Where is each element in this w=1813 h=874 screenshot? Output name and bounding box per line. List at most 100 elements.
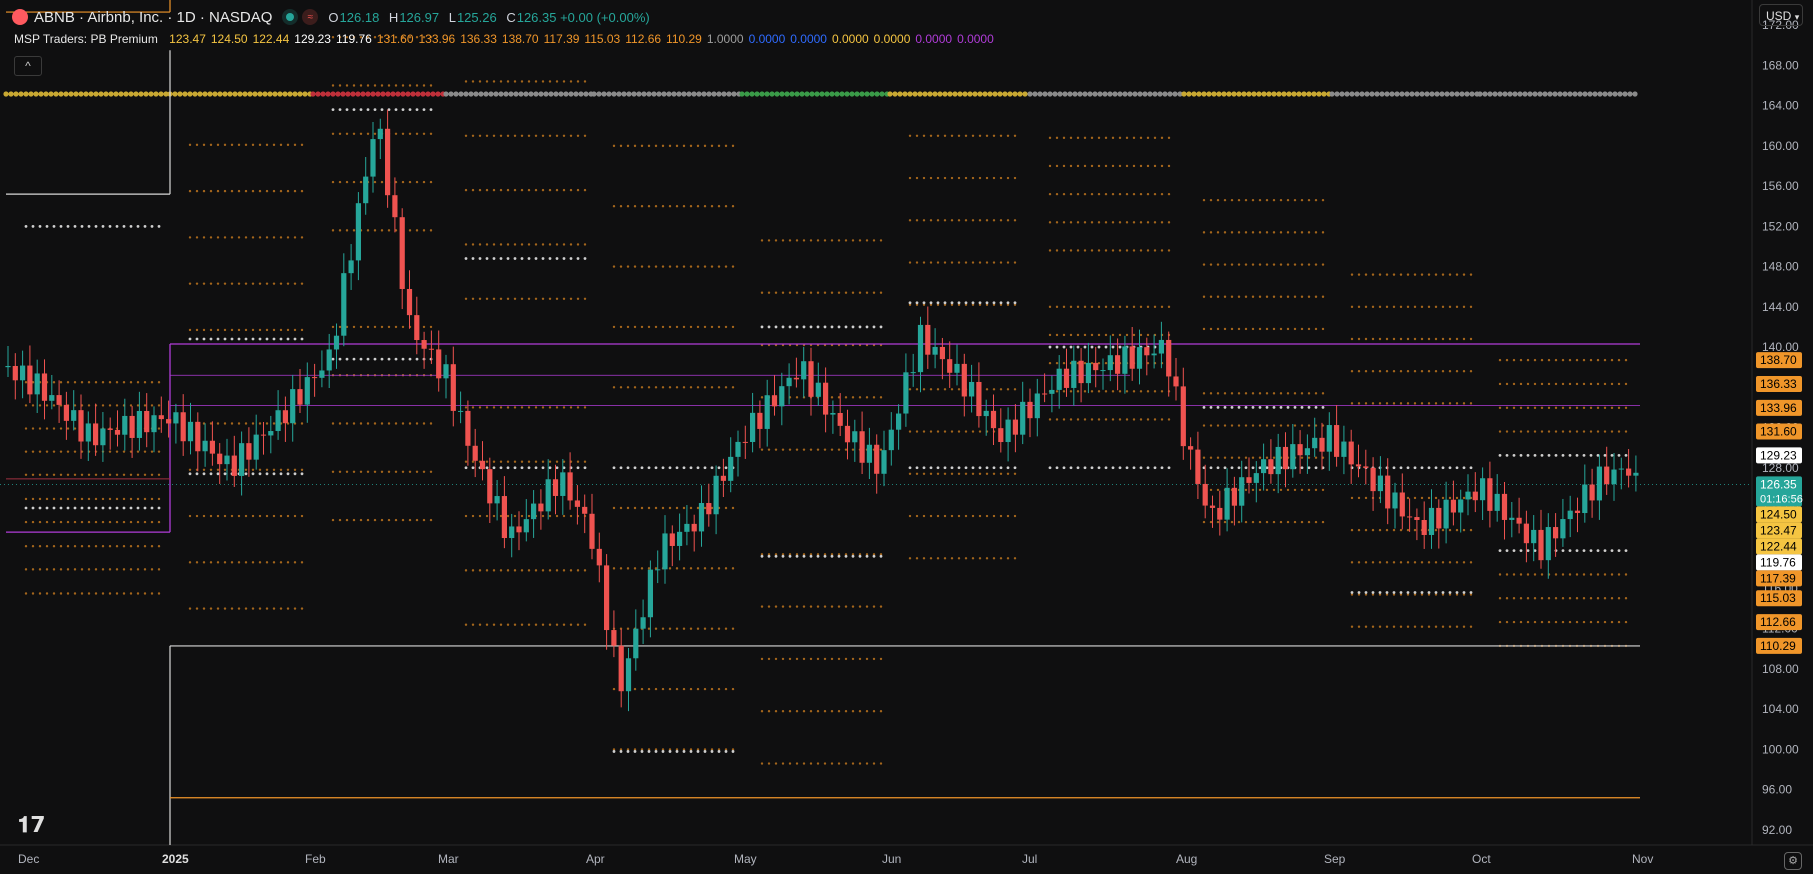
white-level-dot bbox=[943, 301, 947, 305]
collapse-legend-button[interactable]: ^ bbox=[14, 56, 42, 76]
currency-select[interactable]: USD ▾ bbox=[1759, 4, 1803, 26]
support-level-dot bbox=[415, 518, 419, 522]
resistance-level-dot bbox=[1469, 369, 1473, 373]
white-level-dot bbox=[188, 337, 192, 341]
support-level-dot bbox=[520, 460, 524, 463]
bias-dot bbox=[1177, 91, 1183, 97]
bias-dot bbox=[1196, 91, 1202, 97]
resistance-level-dot bbox=[1076, 249, 1080, 252]
bias-dot bbox=[596, 91, 602, 97]
candle-body bbox=[304, 377, 310, 405]
resistance-level-dot bbox=[1202, 263, 1206, 266]
white-level-dot bbox=[1582, 453, 1586, 457]
white-level-dot bbox=[985, 301, 989, 305]
resistance-level-dot bbox=[1350, 402, 1354, 405]
resistance-level-dot bbox=[1434, 273, 1438, 276]
resistance-level-dot bbox=[73, 427, 77, 430]
candle-body bbox=[1596, 466, 1602, 501]
support-level-dot bbox=[1230, 456, 1234, 459]
resistance-level-dot bbox=[1265, 198, 1269, 202]
resistance-level-dot bbox=[1090, 221, 1094, 224]
support-level-dot bbox=[1258, 488, 1262, 492]
white-level-dot bbox=[394, 357, 398, 361]
support-level-dot bbox=[251, 561, 255, 564]
indicator-legend[interactable]: MSP Traders: PB Premium 123.47 124.50 122.… bbox=[14, 32, 999, 46]
support-level-dot bbox=[1533, 620, 1537, 624]
white-level-dot bbox=[80, 224, 84, 228]
support-level-dot bbox=[380, 518, 384, 522]
support-level-dot bbox=[1519, 620, 1523, 624]
white-level-dot bbox=[971, 301, 975, 305]
support-level-dot bbox=[1596, 597, 1600, 600]
bias-dot bbox=[113, 91, 119, 97]
ohlc-high: 126.97 bbox=[399, 9, 440, 25]
resistance-level-dot bbox=[1505, 430, 1509, 433]
candle-body bbox=[698, 503, 705, 532]
support-level-dot bbox=[675, 748, 679, 751]
support-level-dot bbox=[964, 557, 968, 560]
resistance-level-dot bbox=[1399, 273, 1403, 276]
white-level-dot bbox=[272, 337, 276, 341]
support-level-dot bbox=[1062, 418, 1066, 421]
resistance-level-dot bbox=[943, 303, 947, 307]
bias-dot bbox=[232, 91, 238, 97]
white-level-dot bbox=[485, 466, 489, 470]
white-level-dot bbox=[1399, 591, 1403, 594]
resistance-level-dot bbox=[1420, 402, 1424, 405]
resistance-level-dot bbox=[499, 297, 503, 300]
resistance-level-dot bbox=[922, 134, 926, 138]
resistance-level-dot bbox=[272, 282, 276, 285]
resistance-level-dot bbox=[1104, 136, 1108, 140]
bias-dot bbox=[78, 91, 84, 97]
bias-dot bbox=[879, 91, 885, 97]
support-level-dot bbox=[661, 506, 665, 510]
bias-dot bbox=[1296, 91, 1302, 97]
white-level-dot bbox=[1251, 466, 1255, 470]
resistance-level-dot bbox=[569, 243, 573, 246]
candle-body bbox=[1414, 517, 1420, 520]
resistance-level-dot bbox=[1111, 249, 1115, 252]
resistance-level-dot bbox=[1062, 249, 1066, 252]
support-level-dot bbox=[230, 422, 234, 425]
indicator-name[interactable]: MSP Traders: PB Premium bbox=[14, 32, 158, 46]
support-level-dot bbox=[668, 567, 672, 570]
bias-dot bbox=[1464, 91, 1470, 97]
data-source-icon[interactable]: ≈ bbox=[302, 9, 319, 25]
support-level-dot bbox=[1258, 424, 1262, 427]
indicator-value: 117.39 bbox=[543, 32, 580, 46]
bias-dot bbox=[977, 91, 983, 97]
resistance-level-dot bbox=[1512, 358, 1516, 362]
support-level-dot bbox=[59, 520, 63, 524]
bias-dot bbox=[824, 91, 830, 97]
bias-dot bbox=[1507, 91, 1513, 97]
price-label: 117.39 bbox=[1760, 571, 1796, 585]
resistance-level-dot bbox=[338, 229, 342, 232]
x-tick-label: Apr bbox=[586, 852, 605, 866]
resistance-level-dot bbox=[640, 325, 644, 329]
white-level-dot bbox=[689, 750, 693, 753]
candle-body bbox=[202, 440, 208, 452]
support-level-dot bbox=[366, 470, 370, 473]
bias-dot bbox=[395, 91, 401, 97]
resistance-level-dot bbox=[1244, 295, 1248, 298]
support-level-dot bbox=[971, 430, 975, 433]
support-level-dot bbox=[1006, 388, 1010, 391]
resistance-level-dot bbox=[555, 80, 559, 83]
candle-body bbox=[706, 503, 712, 515]
support-level-dot bbox=[1230, 392, 1234, 395]
candle-body bbox=[881, 450, 887, 474]
resistance-level-dot bbox=[1399, 369, 1403, 373]
gear-icon[interactable]: ⚙ bbox=[1784, 852, 1802, 870]
bias-dot bbox=[809, 91, 815, 97]
resistance-level-dot bbox=[675, 205, 679, 208]
resistance-level-dot bbox=[1448, 273, 1452, 276]
white-level-dot bbox=[492, 257, 496, 260]
resistance-level-dot bbox=[279, 143, 283, 147]
support-level-dot bbox=[1279, 520, 1283, 524]
support-level-dot bbox=[1076, 390, 1080, 393]
white-level-dot bbox=[1160, 466, 1164, 470]
market-status-icon[interactable] bbox=[282, 9, 299, 25]
symbol-title[interactable]: ABNB · Airbnb, Inc. · 1D · NASDAQ bbox=[34, 8, 273, 26]
support-level-dot bbox=[1575, 597, 1579, 600]
